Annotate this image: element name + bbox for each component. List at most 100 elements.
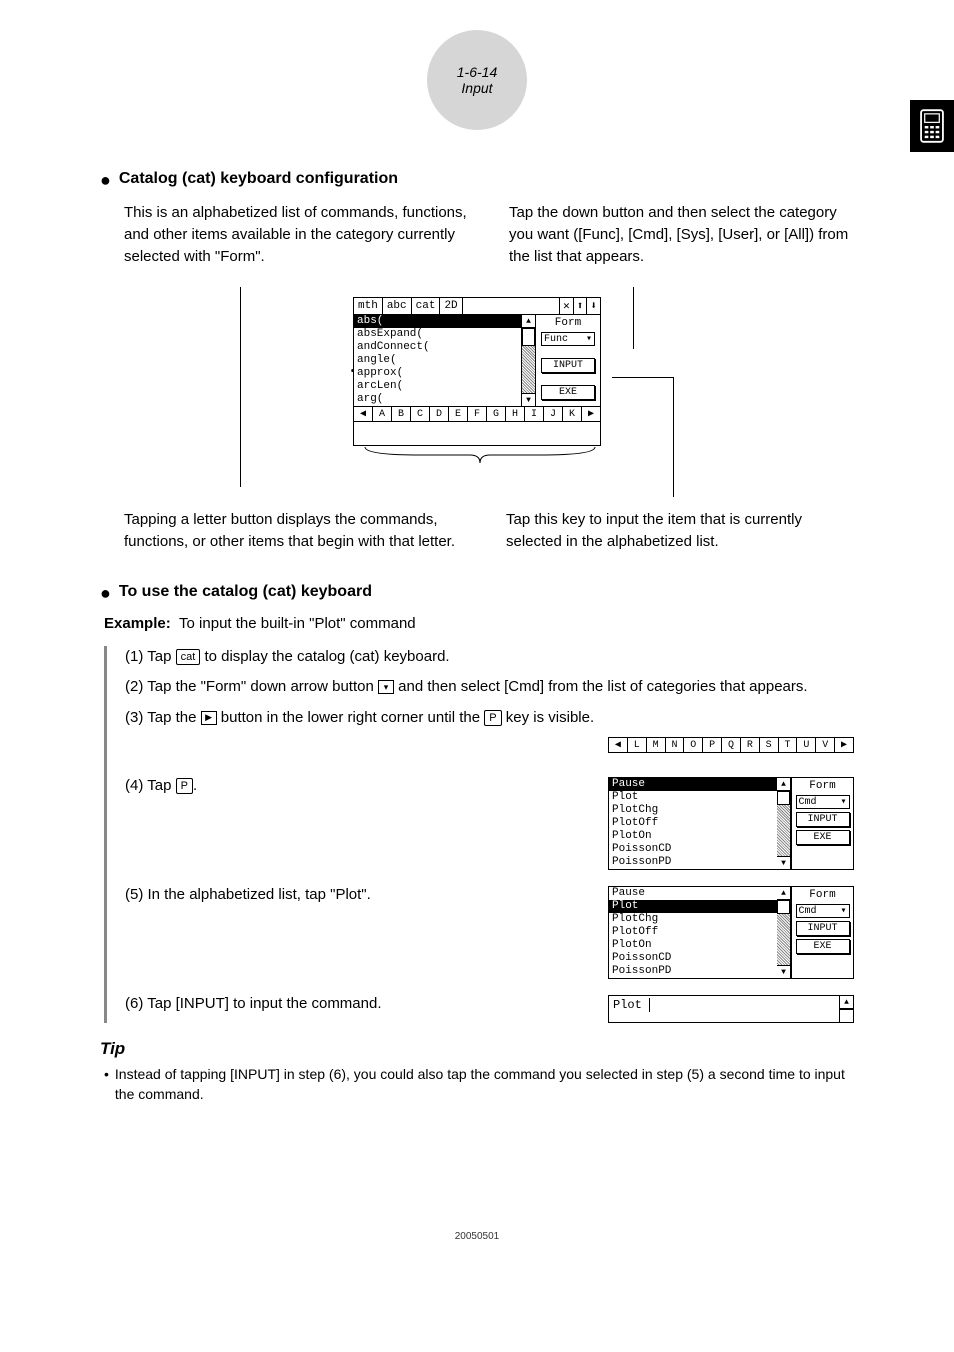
down-arrow-icon: ▾ xyxy=(378,680,394,694)
alpha-left-icon[interactable]: ◀ xyxy=(609,738,628,752)
right-arrow-icon: ▶ xyxy=(201,711,217,725)
list-item[interactable]: abs( xyxy=(354,315,521,328)
alpha-key[interactable]: I xyxy=(525,407,544,421)
section2-title: To use the catalog (cat) keyboard xyxy=(119,583,372,601)
alpha-row: ◀ A B C D E F G H I J K ▶ xyxy=(353,406,601,422)
list-item[interactable]: PlotChg xyxy=(609,913,777,926)
catalog-list[interactable]: abs( absExpand( andConnect( angle( appro… xyxy=(354,315,522,406)
up-icon[interactable]: ⬆ xyxy=(574,298,588,314)
step-4: (4) Tap P. xyxy=(125,777,555,794)
scroll-up-icon[interactable]: ▲ xyxy=(777,887,790,900)
alpha-key[interactable]: O xyxy=(684,738,703,752)
input-button[interactable]: INPUT xyxy=(541,358,595,373)
alpha-key[interactable]: V xyxy=(816,738,835,752)
calc-tabs: mth abc cat 2D ✕ ⬆ ⬇ xyxy=(353,297,601,315)
example-line: Example: To input the built-in "Plot" co… xyxy=(100,615,854,632)
alpha-key[interactable]: H xyxy=(506,407,525,421)
list-item[interactable]: PoissonPD xyxy=(609,856,777,869)
scroll-down-icon[interactable]: ▼ xyxy=(777,965,790,978)
alpha-key[interactable]: D xyxy=(430,407,449,421)
alpha-key[interactable]: U xyxy=(797,738,816,752)
alpha-key[interactable]: E xyxy=(449,407,468,421)
tab-cat[interactable]: cat xyxy=(412,298,441,314)
alpha-key[interactable]: N xyxy=(666,738,685,752)
tab-abc[interactable]: abc xyxy=(383,298,412,314)
alpha-key[interactable]: R xyxy=(741,738,760,752)
tip-body: • Instead of tapping [INPUT] in step (6)… xyxy=(100,1065,854,1104)
p-list-1[interactable]: Pause Plot PlotChg PlotOff PlotOn Poisso… xyxy=(609,778,777,869)
p-key: P xyxy=(176,778,193,794)
catalog-diagram: { mth abc cat 2D ✕ ⬆ ⬇ abs( absExpand( a… xyxy=(100,287,854,497)
alpha-key[interactable]: Q xyxy=(722,738,741,752)
section1-right-para: Tap the down button and then select the … xyxy=(509,202,854,267)
exe-button[interactable]: EXE xyxy=(541,385,595,400)
scroll-up-icon[interactable]: ▲ xyxy=(777,778,790,791)
tab-2d[interactable]: 2D xyxy=(440,298,462,314)
close-icon[interactable]: ✕ xyxy=(560,298,574,314)
page-badge: 1-6-14 Input xyxy=(427,30,527,130)
scrollbar[interactable]: ▲ ▼ xyxy=(522,315,536,406)
list-item[interactable]: absExpand( xyxy=(354,328,521,341)
alpha-left-icon[interactable]: ◀ xyxy=(354,407,373,421)
scrollbar[interactable]: ▲ ▼ xyxy=(777,778,791,869)
alpha-key[interactable]: C xyxy=(411,407,430,421)
scroll-down-icon[interactable]: ▼ xyxy=(777,856,790,869)
chevron-down-icon: ▾ xyxy=(840,796,846,808)
list-item[interactable]: arg( xyxy=(354,393,521,406)
list-item[interactable]: approx( xyxy=(354,367,521,380)
step-5: (5) In the alphabetized list, tap "Plot"… xyxy=(125,886,555,903)
exe-button[interactable]: EXE xyxy=(796,830,850,845)
list-item[interactable]: PoissonPD xyxy=(609,965,777,978)
step-1: (1) Tap cat to display the catalog (cat)… xyxy=(125,646,854,669)
p-list-2[interactable]: Pause Plot PlotChg PlotOff PlotOn Poisso… xyxy=(609,887,777,978)
alpha-key[interactable]: M xyxy=(647,738,666,752)
alpha-key[interactable]: A xyxy=(373,407,392,421)
input-button[interactable]: INPUT xyxy=(796,921,850,936)
alpha-key[interactable]: T xyxy=(779,738,798,752)
list-item[interactable]: PlotOn xyxy=(609,830,777,843)
alpha-key[interactable]: J xyxy=(544,407,563,421)
list-item[interactable]: PoissonCD xyxy=(609,952,777,965)
alpha-right-icon[interactable]: ▶ xyxy=(582,407,600,421)
alpha-key[interactable]: G xyxy=(487,407,506,421)
list-item[interactable]: andConnect( xyxy=(354,341,521,354)
exe-button[interactable]: EXE xyxy=(796,939,850,954)
form-label: Form xyxy=(809,889,835,901)
form-label: Form xyxy=(809,780,835,792)
scroll-up-icon[interactable]: ▲ xyxy=(840,996,853,1009)
alpha-key[interactable]: L xyxy=(628,738,647,752)
alpha-right-icon[interactable]: ▶ xyxy=(835,738,853,752)
list-item[interactable]: PlotChg xyxy=(609,804,777,817)
form-dropdown[interactable]: Cmd▾ xyxy=(796,904,850,918)
tip-title: Tip xyxy=(100,1039,854,1059)
bullet: ● xyxy=(100,170,111,192)
alpha-key[interactable]: S xyxy=(760,738,779,752)
input-button[interactable]: INPUT xyxy=(796,812,850,827)
list-item[interactable]: Plot xyxy=(609,900,777,913)
section1-left-para: This is an alphabetized list of commands… xyxy=(124,202,469,267)
scroll-up-icon[interactable]: ▲ xyxy=(522,315,535,328)
list-item[interactable]: PoissonCD xyxy=(609,843,777,856)
chevron-down-icon: ▾ xyxy=(586,333,592,345)
down-icon[interactable]: ⬇ xyxy=(587,298,600,314)
form-label: Form xyxy=(555,317,581,329)
list-item[interactable]: PlotOff xyxy=(609,817,777,830)
chevron-down-icon: ▾ xyxy=(840,905,846,917)
section-number: 1-6-14 xyxy=(457,64,497,80)
list-item[interactable]: PlotOff xyxy=(609,926,777,939)
scrollbar[interactable]: ▲ ▼ xyxy=(777,887,791,978)
alpha-key[interactable]: B xyxy=(392,407,411,421)
list-item[interactable]: arcLen( xyxy=(354,380,521,393)
form-dropdown[interactable]: Cmd▾ xyxy=(796,795,850,809)
list-item[interactable]: angle( xyxy=(354,354,521,367)
tab-mth[interactable]: mth xyxy=(354,298,383,314)
alpha-key[interactable]: P xyxy=(703,738,722,752)
alpha-key[interactable]: F xyxy=(468,407,487,421)
scroll-down-icon[interactable]: ▼ xyxy=(522,393,535,406)
list-item[interactable]: Pause xyxy=(609,887,777,900)
list-item[interactable]: Pause xyxy=(609,778,777,791)
list-item[interactable]: Plot xyxy=(609,791,777,804)
alpha-key[interactable]: K xyxy=(563,407,582,421)
form-dropdown[interactable]: Func▾ xyxy=(541,332,595,346)
list-item[interactable]: PlotOn xyxy=(609,939,777,952)
